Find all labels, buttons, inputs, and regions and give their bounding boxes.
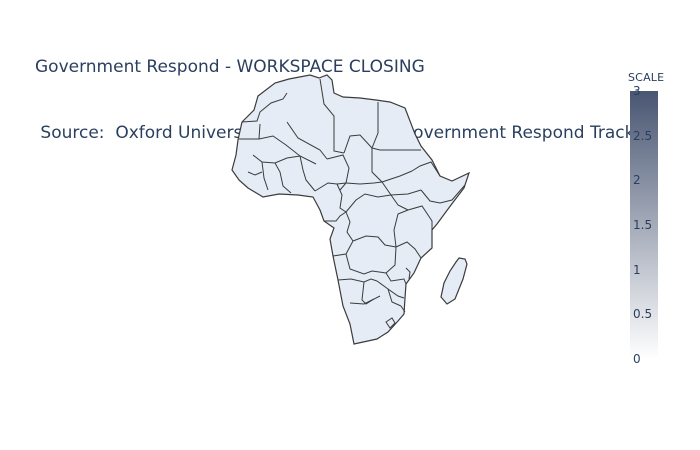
country-shapes[interactable] (231, 74, 471, 345)
country-madagascar[interactable] (440, 257, 468, 305)
colorbar-title: SCALE (628, 71, 665, 84)
colorbar-legend: SCALE 0 0.5 1 1.5 2 2.5 3 (620, 70, 700, 370)
colorbar-gradient (630, 91, 658, 359)
country-lesotho[interactable] (385, 317, 396, 329)
africa-outline[interactable] (231, 74, 471, 345)
chart-title-line-1: Government Respond - WORKSPACE CLOSING (35, 57, 425, 77)
country-borders (239, 78, 466, 313)
